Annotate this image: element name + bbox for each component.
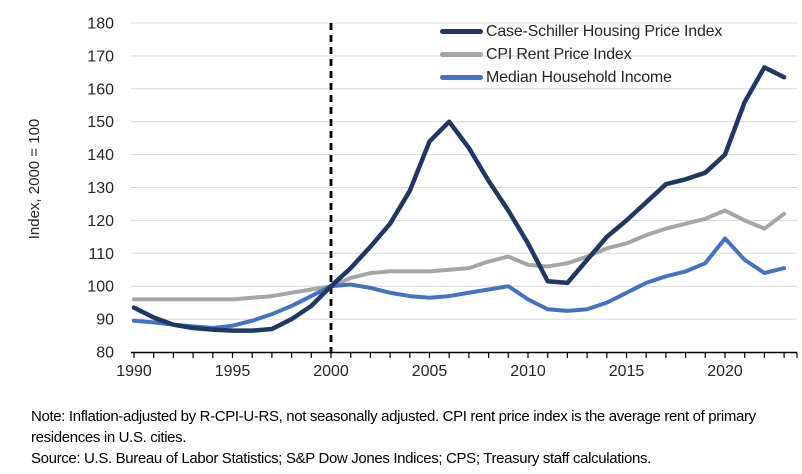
x-tick-label: 2010 xyxy=(510,363,546,380)
legend-item-median-income: Median Household Income xyxy=(440,66,722,89)
legend-swatch-cpi-rent-icon xyxy=(440,52,483,57)
legend-label-median-income: Median Household Income xyxy=(486,68,672,86)
y-tick-label: 140 xyxy=(87,147,114,164)
legend-swatch-median-income-icon xyxy=(440,75,483,80)
x-tick-label: 1990 xyxy=(116,363,152,380)
y-tick-label: 80 xyxy=(96,345,114,362)
footnotes: Note: Inflation-adjusted by R-CPI-U-RS, … xyxy=(31,406,783,469)
legend-swatch-case-schiller-icon xyxy=(440,29,483,34)
y-tick-label: 130 xyxy=(87,180,114,197)
legend-item-cpi-rent: CPI Rent Price Index xyxy=(440,43,722,66)
x-axis: 1990 1995 2000 2005 2010 2015 2020 xyxy=(116,351,798,380)
x-tick-label: 2005 xyxy=(412,363,448,380)
x-tick-label: 2020 xyxy=(707,363,743,380)
note-text: Note: Inflation-adjusted by R-CPI-U-RS, … xyxy=(31,408,756,446)
y-tick-label: 110 xyxy=(88,246,114,263)
x-tick-label: 2015 xyxy=(609,363,645,380)
source-text: Source: U.S. Bureau of Labor Statistics;… xyxy=(31,450,651,467)
y-tick-label: 160 xyxy=(87,81,114,98)
y-tick-label: 100 xyxy=(87,279,114,296)
y-axis: 80 90 100 110 120 130 140 150 160 170 180 xyxy=(87,16,114,362)
y-tick-label: 180 xyxy=(87,16,114,33)
chart-canvas: 1990 1995 2000 2005 2010 2015 2020 80 90 100 110 12… xyxy=(87,16,798,380)
y-tick-label: 90 xyxy=(96,312,114,329)
y-tick-label: 150 xyxy=(87,114,114,131)
legend-label-cpi-rent: CPI Rent Price Index xyxy=(486,45,632,63)
series-line-2 xyxy=(132,236,787,330)
legend-label-case-schiller: Case-Schiller Housing Price Index xyxy=(486,22,723,40)
series-line-1 xyxy=(132,208,787,302)
legend-item-case-schiller: Case-Schiller Housing Price Index xyxy=(440,20,722,43)
legend: Case-Schiller Housing Price Index CPI Re… xyxy=(440,20,722,89)
x-tick-label: 2000 xyxy=(313,363,349,380)
x-tick-label: 1995 xyxy=(215,363,251,380)
series-line-0 xyxy=(131,65,787,333)
y-tick-label: 170 xyxy=(87,48,114,65)
y-tick-label: 120 xyxy=(87,213,114,230)
y-axis-title: Index, 2000 = 100 xyxy=(26,118,43,240)
